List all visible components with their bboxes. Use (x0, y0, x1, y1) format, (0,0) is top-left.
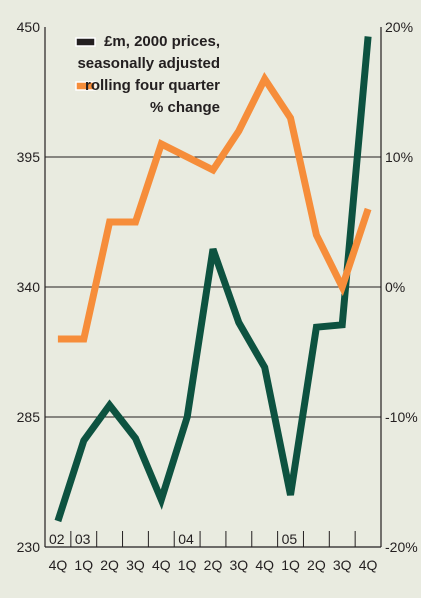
x-tick-label: 3Q (230, 557, 249, 573)
x-tick-label: 3Q (126, 557, 145, 573)
axis-layer: 450 395 340 285 230 20% 10% 0% -10% -20% 02 03 04 05 4… (17, 19, 418, 573)
x-tick-label: 4Q (49, 557, 68, 573)
left-tick-label: 340 (17, 279, 41, 295)
left-tick-label: 285 (17, 409, 41, 425)
right-tick-label: -20% (385, 539, 418, 555)
legend-label-0: £m, 2000 prices, (104, 33, 220, 50)
x-tick-label: 3Q (333, 557, 352, 573)
left-tick-label: 395 (17, 149, 41, 165)
right-tick-label: 10% (385, 149, 413, 165)
year-label: 04 (178, 531, 194, 547)
x-tick-label: 4Q (255, 557, 274, 573)
legend-label-1: seasonally adjusted (77, 55, 220, 72)
legend-label-2: rolling four quarter (85, 77, 220, 94)
x-tick-label: 2Q (204, 557, 223, 573)
x-tick-label: 1Q (74, 557, 93, 573)
x-tick-label: 4Q (359, 557, 378, 573)
legend: £m, 2000 prices, seasonally adjusted rolli… (75, 33, 220, 116)
year-label: 05 (282, 531, 298, 547)
year-label: 03 (75, 531, 91, 547)
legend-swatch-0 (75, 37, 96, 47)
legend-swatch-2 (75, 81, 96, 91)
x-tick-label: 1Q (281, 557, 300, 573)
right-tick-label: 0% (385, 279, 405, 295)
x-tick-label: 4Q (152, 557, 171, 573)
year-label: 02 (49, 531, 65, 547)
series-line-1 (57, 72, 372, 343)
series-line-0 (54, 36, 372, 523)
x-tick-label: 1Q (178, 557, 197, 573)
right-tick-label: 20% (385, 19, 413, 35)
series-layer (54, 36, 372, 523)
left-tick-label: 230 (17, 539, 41, 555)
x-tick-label: 2Q (100, 557, 119, 573)
right-tick-label: -10% (385, 409, 418, 425)
legend-label-3: % change (150, 99, 220, 116)
x-tick-label: 2Q (307, 557, 326, 573)
left-tick-label: 450 (17, 19, 41, 35)
